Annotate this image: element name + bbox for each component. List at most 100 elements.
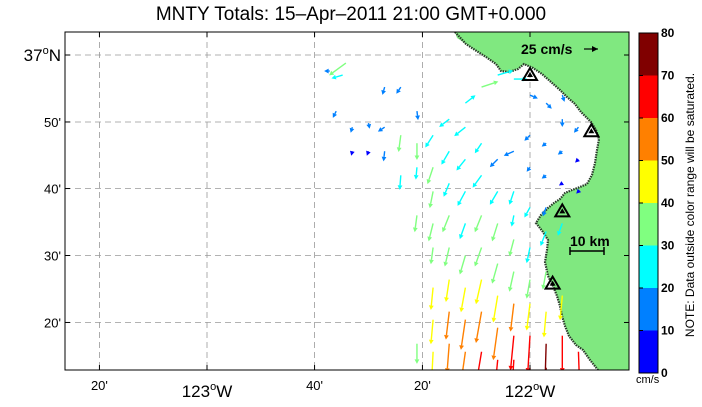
current-vector: [464, 97, 473, 104]
current-vector: [525, 207, 531, 214]
scale-arrow: 25 cm/s: [521, 41, 598, 57]
colorbar-tick-label: 20: [661, 281, 675, 295]
current-vector-head: [366, 123, 372, 129]
current-vector-head: [441, 159, 446, 165]
current-vector-head: [577, 381, 582, 386]
current-vector-head: [491, 317, 497, 323]
current-vector: [416, 111, 419, 116]
current-vector-head: [474, 261, 479, 267]
current-vector: [542, 271, 547, 286]
current-vector-head: [349, 127, 355, 133]
current-vector-head: [456, 165, 462, 171]
lon-label: 123oW: [182, 381, 233, 401]
current-vector: [528, 166, 531, 169]
current-vector-head: [324, 68, 329, 74]
current-vector-head: [396, 88, 401, 94]
colorbar-segment: [639, 203, 658, 246]
current-vector-head: [559, 122, 565, 127]
current-vector-head: [472, 182, 478, 188]
current-vector-head: [510, 221, 515, 227]
current-vector-head: [381, 89, 386, 95]
current-vector: [442, 118, 450, 125]
current-vector: [545, 102, 550, 107]
current-vector: [399, 175, 402, 186]
current-vector: [460, 255, 467, 271]
current-vector: [332, 62, 347, 74]
current-vector-head: [444, 368, 450, 370]
map-title: MNTY Totals: 15–Apr–2011 21:00 GMT+0.000: [155, 4, 547, 25]
current-vector-head: [573, 127, 579, 133]
current-vector-head: [490, 278, 496, 284]
current-vector: [460, 223, 467, 236]
current-vector-head: [575, 157, 580, 163]
current-vector: [414, 215, 418, 228]
plot-frame: [64, 31, 630, 371]
current-vector-head: [329, 70, 335, 76]
current-vector-head: [439, 122, 445, 127]
current-vector-head: [560, 96, 566, 102]
current-vector-head: [508, 286, 513, 292]
current-vector-head: [524, 325, 530, 331]
current-vector: [459, 191, 467, 203]
current-vector-head: [443, 191, 448, 197]
colorbar-tick-label: 60: [661, 111, 675, 125]
current-vector: [427, 134, 434, 145]
current-vector-head: [397, 185, 403, 190]
station-marker-core: [559, 208, 566, 214]
current-vector-head: [474, 299, 480, 305]
current-vector: [446, 343, 450, 369]
current-vector-head: [541, 141, 547, 147]
current-vector: [526, 303, 531, 327]
current-vector: [492, 223, 499, 238]
colorbar-note: NOTE: Data outside color range will be s…: [683, 72, 697, 338]
current-vector-head: [492, 390, 497, 395]
current-vector: [443, 215, 450, 229]
current-vector: [430, 287, 434, 306]
current-vector: [526, 279, 531, 295]
current-vector-head: [470, 95, 476, 100]
colorbar-segment: [639, 118, 658, 161]
current-vector: [510, 335, 515, 367]
station-marker: [521, 66, 539, 82]
current-vector: [475, 215, 483, 229]
current-vector-head: [474, 338, 480, 343]
grid-lines: [65, 32, 629, 370]
current-vector-head: [508, 69, 514, 75]
current-vector-head: [576, 188, 582, 194]
scale-arrow-label: 25 cm/s: [521, 41, 573, 57]
current-vector-head: [526, 166, 532, 172]
current-vectors: [324, 62, 582, 395]
current-vector-head: [454, 131, 460, 137]
current-vector-head: [489, 199, 495, 205]
current-vector: [512, 359, 515, 370]
current-vector: [493, 295, 499, 319]
lon-label: 20': [414, 378, 431, 393]
current-vector-head: [539, 240, 545, 246]
station-marker-core: [527, 72, 533, 78]
current-vector: [382, 86, 386, 91]
current-vector: [558, 223, 563, 232]
current-vector-head: [541, 174, 547, 179]
colorbar-tick-label: 40: [661, 196, 675, 210]
current-vector: [460, 319, 467, 346]
coastline: [454, 32, 601, 370]
current-vector-head: [428, 305, 434, 310]
current-vector-head: [491, 236, 496, 242]
current-vector: [335, 74, 343, 78]
current-vector-head: [459, 378, 464, 383]
current-vector: [527, 134, 531, 139]
current-vector: [510, 191, 515, 201]
current-vector-head: [415, 115, 420, 121]
colorbar-segment: [639, 33, 658, 76]
lat-label: 50': [44, 115, 61, 130]
current-vector-head: [541, 332, 547, 338]
current-vector-head: [425, 142, 430, 148]
colorbar-tick-label: 70: [661, 69, 675, 83]
colorbar-tick-label: 10: [661, 324, 675, 338]
plot-area: [65, 32, 629, 370]
current-vector: [383, 151, 386, 157]
current-vector-head: [349, 150, 355, 156]
current-vector: [577, 351, 580, 370]
colorbar-unit: cm/s: [636, 374, 660, 386]
current-vector: [476, 279, 483, 300]
